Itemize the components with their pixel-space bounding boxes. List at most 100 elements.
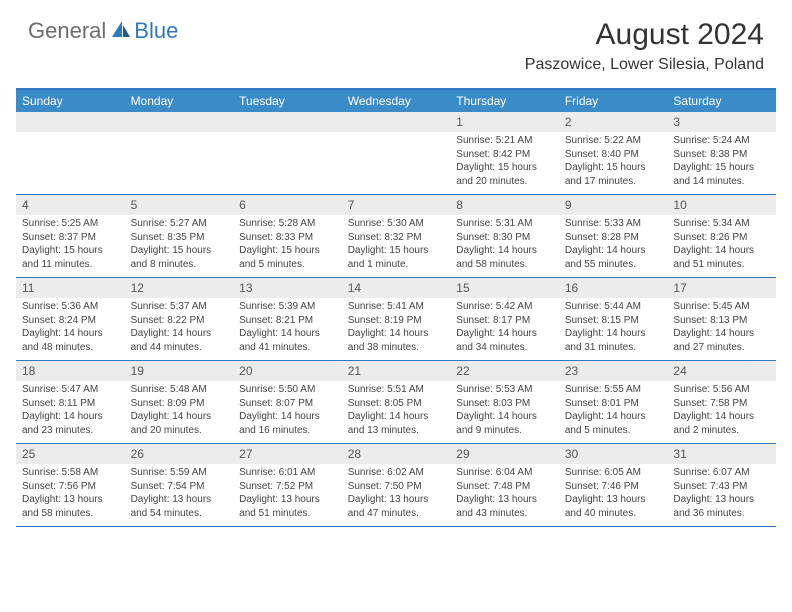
daylight-text: Daylight: 13 hours and 43 minutes.: [456, 493, 553, 520]
day-cell: Sunrise: 5:21 AMSunset: 8:42 PMDaylight:…: [450, 132, 559, 194]
daylight-text: Daylight: 14 hours and 38 minutes.: [348, 327, 445, 354]
sunset-text: Sunset: 8:42 PM: [456, 148, 553, 162]
day-number: 6: [233, 195, 342, 215]
sunrise-text: Sunrise: 5:31 AM: [456, 217, 553, 231]
sunset-text: Sunset: 7:58 PM: [673, 397, 770, 411]
sunrise-text: Sunrise: 5:58 AM: [22, 466, 119, 480]
day-cell: Sunrise: 5:39 AMSunset: 8:21 PMDaylight:…: [233, 298, 342, 360]
sunrise-text: Sunrise: 5:51 AM: [348, 383, 445, 397]
sunset-text: Sunset: 8:03 PM: [456, 397, 553, 411]
day-number: 12: [125, 278, 234, 298]
day-number: 23: [559, 361, 668, 381]
day-cell: Sunrise: 5:56 AMSunset: 7:58 PMDaylight:…: [667, 381, 776, 443]
sunrise-text: Sunrise: 5:33 AM: [565, 217, 662, 231]
sunrise-text: Sunrise: 5:50 AM: [239, 383, 336, 397]
day-cell: Sunrise: 5:59 AMSunset: 7:54 PMDaylight:…: [125, 464, 234, 526]
sunrise-text: Sunrise: 5:41 AM: [348, 300, 445, 314]
daylight-text: Daylight: 13 hours and 51 minutes.: [239, 493, 336, 520]
day-number: 13: [233, 278, 342, 298]
weekday-header-row: Sunday Monday Tuesday Wednesday Thursday…: [16, 90, 776, 112]
sunrise-text: Sunrise: 6:05 AM: [565, 466, 662, 480]
daylight-text: Daylight: 13 hours and 58 minutes.: [22, 493, 119, 520]
sunrise-text: Sunrise: 6:04 AM: [456, 466, 553, 480]
daylight-text: Daylight: 14 hours and 13 minutes.: [348, 410, 445, 437]
day-cell: [16, 132, 125, 194]
logo: General Blue: [28, 18, 178, 44]
day-number: [342, 112, 451, 132]
day-number: 4: [16, 195, 125, 215]
weekday-header: Monday: [125, 90, 234, 112]
sail-icon: [110, 19, 132, 44]
day-cell: Sunrise: 5:51 AMSunset: 8:05 PMDaylight:…: [342, 381, 451, 443]
day-cell: Sunrise: 5:24 AMSunset: 8:38 PMDaylight:…: [667, 132, 776, 194]
sunset-text: Sunset: 8:21 PM: [239, 314, 336, 328]
day-cell: Sunrise: 5:50 AMSunset: 8:07 PMDaylight:…: [233, 381, 342, 443]
sunset-text: Sunset: 8:30 PM: [456, 231, 553, 245]
day-number: 27: [233, 444, 342, 464]
sunrise-text: Sunrise: 5:48 AM: [131, 383, 228, 397]
sunrise-text: Sunrise: 5:39 AM: [239, 300, 336, 314]
day-number: 30: [559, 444, 668, 464]
day-cell: [233, 132, 342, 194]
day-number: 20: [233, 361, 342, 381]
day-number: 18: [16, 361, 125, 381]
daylight-text: Daylight: 14 hours and 51 minutes.: [673, 244, 770, 271]
weekday-header: Friday: [559, 90, 668, 112]
day-cell: Sunrise: 5:25 AMSunset: 8:37 PMDaylight:…: [16, 215, 125, 277]
sunrise-text: Sunrise: 5:27 AM: [131, 217, 228, 231]
calendar-week: 123Sunrise: 5:21 AMSunset: 8:42 PMDaylig…: [16, 112, 776, 195]
sunrise-text: Sunrise: 5:34 AM: [673, 217, 770, 231]
sunset-text: Sunset: 7:52 PM: [239, 480, 336, 494]
sunrise-text: Sunrise: 5:53 AM: [456, 383, 553, 397]
day-number: 21: [342, 361, 451, 381]
day-number: 28: [342, 444, 451, 464]
day-cell: Sunrise: 5:30 AMSunset: 8:32 PMDaylight:…: [342, 215, 451, 277]
day-cell: [342, 132, 451, 194]
sunrise-text: Sunrise: 5:24 AM: [673, 134, 770, 148]
day-cell: Sunrise: 5:33 AMSunset: 8:28 PMDaylight:…: [559, 215, 668, 277]
day-number: 8: [450, 195, 559, 215]
title-block: August 2024 Paszowice, Lower Silesia, Po…: [525, 18, 764, 74]
day-number: 1: [450, 112, 559, 132]
day-cell: Sunrise: 5:53 AMSunset: 8:03 PMDaylight:…: [450, 381, 559, 443]
sunrise-text: Sunrise: 5:28 AM: [239, 217, 336, 231]
sunrise-text: Sunrise: 5:36 AM: [22, 300, 119, 314]
day-number: [16, 112, 125, 132]
day-cell: Sunrise: 5:58 AMSunset: 7:56 PMDaylight:…: [16, 464, 125, 526]
sunset-text: Sunset: 8:11 PM: [22, 397, 119, 411]
sunrise-text: Sunrise: 5:44 AM: [565, 300, 662, 314]
daylight-text: Daylight: 14 hours and 9 minutes.: [456, 410, 553, 437]
sunset-text: Sunset: 8:19 PM: [348, 314, 445, 328]
day-number: 24: [667, 361, 776, 381]
day-cell: Sunrise: 5:44 AMSunset: 8:15 PMDaylight:…: [559, 298, 668, 360]
calendar-week: 18192021222324Sunrise: 5:47 AMSunset: 8:…: [16, 361, 776, 444]
daylight-text: Daylight: 15 hours and 17 minutes.: [565, 161, 662, 188]
day-number: 26: [125, 444, 234, 464]
day-cell: Sunrise: 5:47 AMSunset: 8:11 PMDaylight:…: [16, 381, 125, 443]
sunrise-text: Sunrise: 5:25 AM: [22, 217, 119, 231]
day-number: 29: [450, 444, 559, 464]
day-number: 5: [125, 195, 234, 215]
sunset-text: Sunset: 8:15 PM: [565, 314, 662, 328]
daylight-text: Daylight: 14 hours and 27 minutes.: [673, 327, 770, 354]
sunset-text: Sunset: 7:48 PM: [456, 480, 553, 494]
sunset-text: Sunset: 7:50 PM: [348, 480, 445, 494]
weekday-header: Thursday: [450, 90, 559, 112]
day-cell: Sunrise: 5:55 AMSunset: 8:01 PMDaylight:…: [559, 381, 668, 443]
day-cell: Sunrise: 5:31 AMSunset: 8:30 PMDaylight:…: [450, 215, 559, 277]
sunset-text: Sunset: 7:46 PM: [565, 480, 662, 494]
sunset-text: Sunset: 8:40 PM: [565, 148, 662, 162]
day-cell: Sunrise: 5:27 AMSunset: 8:35 PMDaylight:…: [125, 215, 234, 277]
daylight-text: Daylight: 13 hours and 54 minutes.: [131, 493, 228, 520]
sunset-text: Sunset: 7:43 PM: [673, 480, 770, 494]
daylight-text: Daylight: 15 hours and 8 minutes.: [131, 244, 228, 271]
sunset-text: Sunset: 8:37 PM: [22, 231, 119, 245]
sunset-text: Sunset: 8:01 PM: [565, 397, 662, 411]
sunset-text: Sunset: 8:17 PM: [456, 314, 553, 328]
day-cell: Sunrise: 6:05 AMSunset: 7:46 PMDaylight:…: [559, 464, 668, 526]
calendar: Sunday Monday Tuesday Wednesday Thursday…: [16, 88, 776, 527]
sunset-text: Sunset: 8:35 PM: [131, 231, 228, 245]
sunrise-text: Sunrise: 5:22 AM: [565, 134, 662, 148]
daylight-text: Daylight: 14 hours and 2 minutes.: [673, 410, 770, 437]
sunset-text: Sunset: 7:56 PM: [22, 480, 119, 494]
